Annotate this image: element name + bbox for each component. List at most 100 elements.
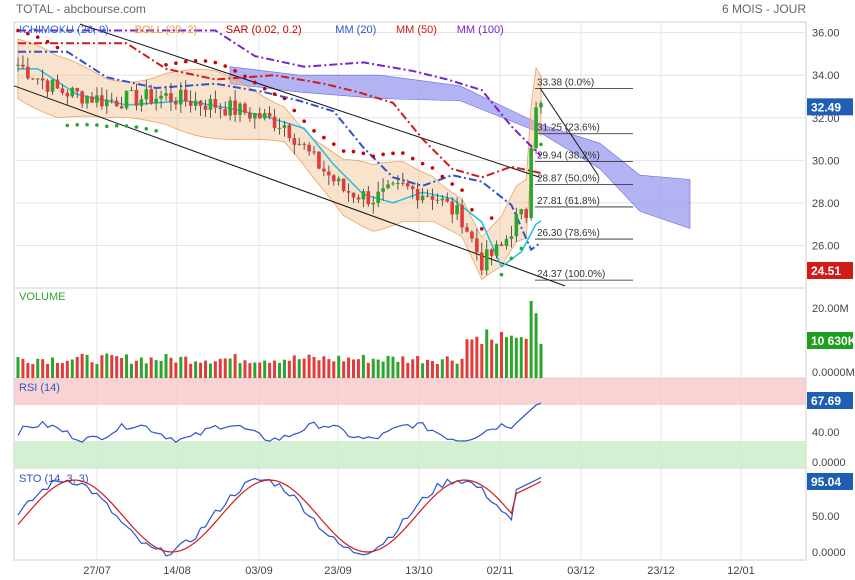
- candle-body: [396, 182, 400, 184]
- bollinger-area: [17, 38, 542, 281]
- sar-dot: [440, 174, 445, 179]
- volume-bar: [376, 359, 380, 378]
- sar-dot: [45, 39, 50, 44]
- candle-body: [336, 178, 341, 182]
- y-axis: 26.00 28.00 30.00 32.00 34.00 36.00 20.00M 0.00…: [812, 28, 855, 559]
- price-panel-frame: [13, 21, 807, 289]
- candle-body: [55, 79, 60, 89]
- volume-bar: [396, 361, 400, 378]
- candle-body: [351, 192, 356, 198]
- volume-bar: [297, 359, 301, 378]
- candle-body: [262, 113, 267, 119]
- sto-title: STO (14, 3, 3): [19, 473, 89, 485]
- candle-body: [26, 66, 30, 79]
- sar-dot: [134, 125, 139, 129]
- sar-dot: [272, 92, 277, 96]
- candle-body: [198, 100, 203, 106]
- candle-body: [405, 183, 410, 187]
- candle-body: [60, 88, 65, 93]
- candle-body: [509, 236, 514, 239]
- candle-body: [208, 98, 213, 110]
- mm20-line: [18, 50, 542, 252]
- candle-body: [218, 107, 223, 110]
- volume-bar: [480, 343, 484, 378]
- volume-bar: [465, 339, 469, 378]
- rsi-oversold-zone: [14, 441, 806, 468]
- fib-level-label: 29.94 (38.2%): [537, 151, 600, 162]
- candle-body: [174, 101, 178, 105]
- volume-bar: [356, 359, 360, 378]
- volume-bar: [435, 363, 439, 378]
- volume-bar: [302, 358, 306, 378]
- candle-body: [346, 191, 351, 193]
- x-tick-label: 27/07: [83, 565, 111, 577]
- rsi-tick-label: 0.0000: [812, 457, 846, 469]
- sar-dot: [16, 28, 20, 33]
- sar-dot: [489, 216, 494, 220]
- volume-bars: VOLUME: [16, 291, 543, 378]
- volume-bar: [514, 337, 518, 378]
- rsi-overbought-zone: [14, 378, 806, 405]
- sar-dot: [499, 272, 504, 277]
- volume-bar: [386, 355, 390, 378]
- trend-line-lower: [13, 85, 566, 287]
- candle-body: [465, 227, 469, 232]
- candle-body: [376, 191, 380, 204]
- volume-bar: [332, 361, 336, 378]
- candle-body: [70, 87, 75, 97]
- sar-dot: [519, 246, 524, 251]
- volume-bar: [253, 362, 257, 378]
- volume-bar: [337, 355, 341, 378]
- candle-body: [149, 89, 154, 104]
- candle-body: [440, 198, 445, 201]
- volume-bar: [36, 358, 40, 378]
- candle-body: [213, 98, 218, 108]
- candle-body: [435, 199, 440, 201]
- volume-bar: [218, 358, 222, 378]
- volume-bar: [208, 363, 212, 378]
- sar-dot: [223, 64, 228, 68]
- cloud-area: [229, 66, 691, 229]
- volume-bar: [16, 357, 20, 378]
- volume-bar: [75, 356, 79, 378]
- volume-bar: [31, 363, 35, 378]
- sar-dot: [144, 126, 149, 131]
- volume-bar: [70, 359, 74, 378]
- sar-dot: [174, 61, 178, 65]
- mm100-line: [18, 29, 542, 157]
- volume-bar: [164, 354, 168, 378]
- volume-bar: [60, 363, 64, 378]
- volume-bar: [534, 313, 538, 378]
- volume-bar: [322, 356, 326, 378]
- volume-bar: [149, 357, 153, 378]
- sar-dot: [233, 69, 237, 73]
- candle-body: [415, 189, 420, 201]
- sar-dot: [85, 122, 89, 127]
- sar-dot: [312, 129, 316, 133]
- rsi-badge-bg: [807, 392, 853, 409]
- sar-dot: [183, 59, 188, 64]
- candle-body: [159, 95, 163, 99]
- sar-dot: [322, 135, 326, 140]
- price-tick-label: 36.00: [812, 28, 840, 40]
- sar-dot: [292, 108, 297, 113]
- value-badges: 32.49 24.51 10 630K 67.69 95.04: [807, 98, 855, 490]
- sto-lines: STO (14, 3, 3): [17, 473, 542, 557]
- sar-dot: [75, 123, 80, 127]
- sar-dot: [213, 60, 218, 65]
- fibonacci-levels: 33.38 (0.0%) 31.25 (23.6%) 29.94 (38.2%) 28…: [535, 77, 633, 281]
- x-tick-label: 03/12: [567, 565, 595, 577]
- volume-bar: [238, 363, 242, 378]
- candle-body: [460, 205, 464, 228]
- volume-bar: [120, 358, 124, 378]
- candle-body: [277, 127, 282, 129]
- sar-dot: [539, 142, 543, 147]
- candle-body: [65, 92, 70, 97]
- volume-bar: [223, 358, 227, 378]
- sar-dot: [203, 59, 208, 63]
- candle-body: [524, 209, 528, 219]
- x-tick-label: 03/09: [245, 565, 273, 577]
- sar-dots: [16, 28, 543, 277]
- volume-tick-label: 20.00M: [812, 303, 849, 315]
- fib-level-label: 28.87 (50.0%): [537, 173, 600, 184]
